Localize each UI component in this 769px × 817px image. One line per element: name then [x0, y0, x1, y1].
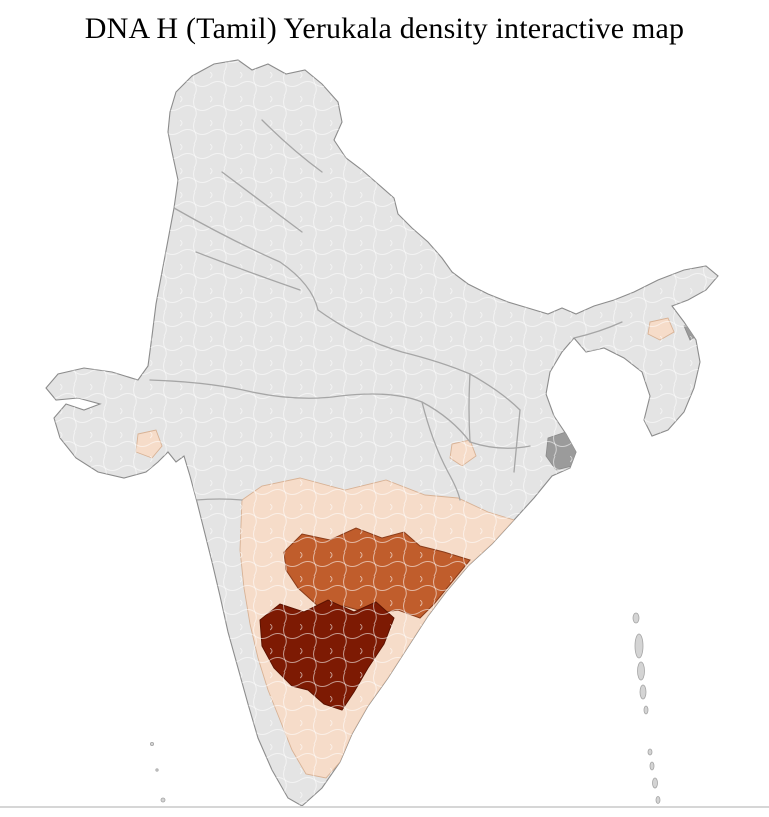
state-borders	[149, 119, 623, 501]
bottom-divider	[0, 806, 769, 808]
andaman-nicobar-islands[interactable]	[632, 612, 661, 804]
map-title: DNA H (Tamil) Yerukala density interacti…	[84, 12, 685, 45]
lakshadweep-islands[interactable]	[149, 742, 166, 803]
